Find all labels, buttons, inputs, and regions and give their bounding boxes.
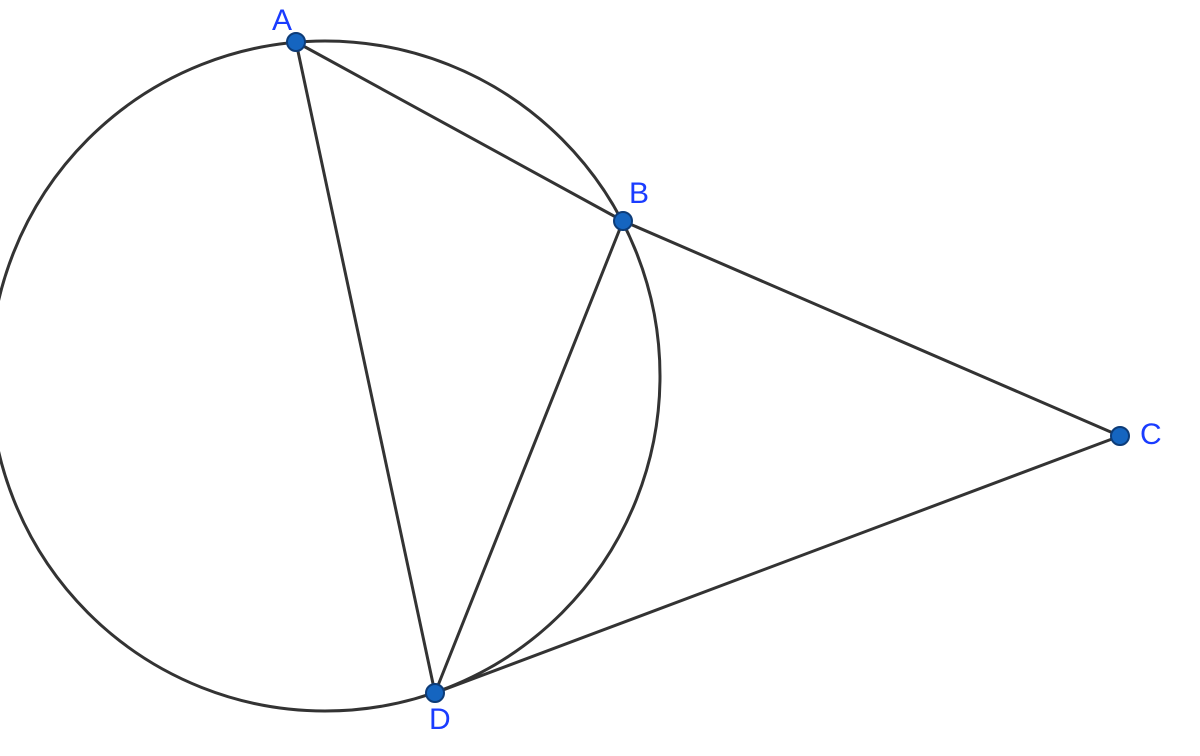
label-b: B	[629, 177, 649, 210]
point-d	[426, 684, 444, 702]
background	[0, 0, 1200, 756]
label-d: D	[429, 703, 451, 736]
geometry-diagram: A B C D	[0, 0, 1200, 756]
point-c	[1111, 427, 1129, 445]
point-b	[614, 212, 632, 230]
label-a: A	[272, 4, 292, 37]
label-c: C	[1140, 418, 1162, 451]
